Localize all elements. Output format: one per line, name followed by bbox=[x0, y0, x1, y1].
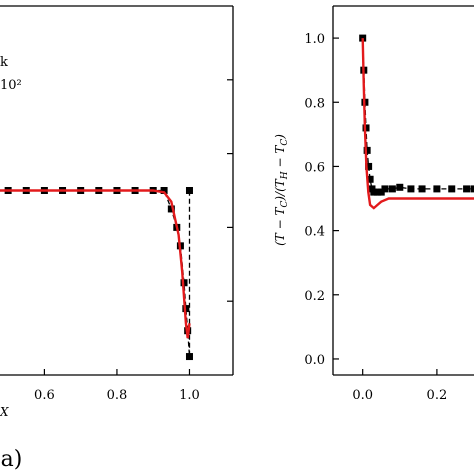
x-tick-label-0-1: 0.8 bbox=[107, 388, 128, 403]
data-point-1-5 bbox=[365, 162, 373, 170]
data-point-1-8 bbox=[370, 188, 378, 196]
legend-text-k: k bbox=[0, 55, 8, 70]
y-tick-label-1-1: 0.2 bbox=[304, 289, 325, 304]
right-y-axis-label: (T − TC)/(TH − TC) bbox=[273, 134, 290, 246]
data-point-0-11 bbox=[167, 205, 175, 213]
series-line-black-1 bbox=[362, 38, 474, 193]
data-point-1-10 bbox=[377, 188, 385, 196]
data-point-0-10 bbox=[160, 187, 168, 194]
data-point-1-9 bbox=[374, 188, 382, 196]
data-point-1-11 bbox=[381, 185, 389, 193]
data-point-0-18 bbox=[185, 187, 193, 194]
data-point-1-15 bbox=[418, 185, 426, 193]
left-panel: k 10² X (a) bbox=[0, 5, 234, 472]
legend-text-angle: 10² bbox=[0, 78, 22, 93]
y-tick-label-1-0: 0.0 bbox=[304, 353, 325, 368]
series-line-red-1 bbox=[361, 38, 474, 210]
data-point-1-18 bbox=[463, 185, 471, 193]
data-point-1-4 bbox=[363, 146, 371, 154]
series-line-red-0 bbox=[0, 189, 191, 339]
data-point-1-14 bbox=[407, 185, 415, 193]
y-tick-label-1-5: 1.0 bbox=[304, 32, 325, 47]
data-point-1-16 bbox=[433, 185, 441, 193]
left-x-axis-label: X bbox=[0, 405, 9, 419]
series-line-black-0 bbox=[0, 189, 191, 357]
x-tick-label-0-0: 0.6 bbox=[34, 388, 55, 403]
data-point-1-12 bbox=[388, 185, 396, 193]
y-tick-label-1-3: 0.6 bbox=[304, 160, 325, 175]
data-point-1-6 bbox=[366, 175, 374, 183]
data-point-1-13 bbox=[396, 183, 404, 191]
y-tick-label-1-4: 0.8 bbox=[304, 96, 325, 111]
x-tick-label-1-0: 0.0 bbox=[352, 388, 373, 403]
data-point-1-19 bbox=[470, 185, 474, 193]
data-point-0-17 bbox=[185, 353, 193, 361]
data-point-1-17 bbox=[448, 185, 456, 193]
x-tick-label-0-2: 1.0 bbox=[179, 388, 200, 403]
x-tick-label-1-1: 0.2 bbox=[427, 388, 448, 403]
right-panel: (T − TC)/(TH − TC) bbox=[273, 5, 474, 376]
data-point-1-0 bbox=[359, 34, 367, 42]
y-tick-label-1-2: 0.4 bbox=[304, 225, 325, 240]
panel-label-a: (a) bbox=[0, 447, 22, 472]
